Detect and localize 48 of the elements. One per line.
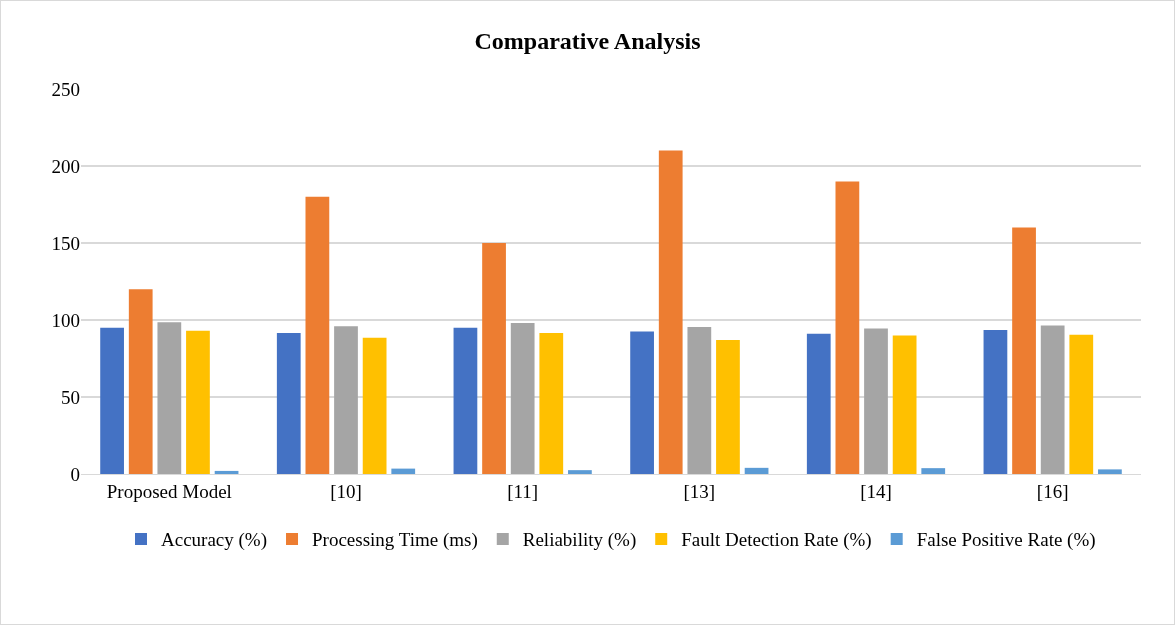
y-tick-label: 0 bbox=[70, 463, 80, 485]
bar bbox=[186, 330, 210, 474]
bar bbox=[276, 333, 301, 474]
bar bbox=[687, 326, 712, 474]
bar bbox=[658, 150, 683, 474]
x-tick-label: Proposed Model bbox=[106, 480, 232, 502]
bar bbox=[892, 335, 917, 474]
bar bbox=[1012, 227, 1036, 474]
bar bbox=[362, 337, 387, 474]
bar bbox=[510, 323, 535, 474]
x-tick-label: [13] bbox=[683, 480, 716, 502]
legend-label: Accuracy (%) bbox=[161, 529, 268, 552]
bar bbox=[482, 243, 506, 474]
bar bbox=[568, 470, 592, 474]
y-tick-label: 200 bbox=[51, 155, 80, 177]
bar bbox=[835, 181, 860, 474]
bar bbox=[1069, 334, 1094, 474]
bar bbox=[864, 328, 888, 474]
bar bbox=[806, 333, 831, 474]
bar bbox=[983, 330, 1008, 474]
bar bbox=[539, 333, 564, 474]
bar bbox=[1040, 325, 1065, 474]
y-tick-label: 150 bbox=[51, 232, 80, 254]
legend-label: Fault Detection Rate (%) bbox=[681, 529, 872, 552]
legend-label: Processing Time (ms) bbox=[312, 529, 478, 552]
bar bbox=[128, 289, 153, 474]
bar bbox=[305, 196, 330, 474]
x-tick-label: [14] bbox=[860, 480, 892, 502]
x-tick-label: [11] bbox=[507, 480, 539, 502]
y-tick-label: 50 bbox=[61, 386, 80, 408]
y-tick-label: 100 bbox=[51, 309, 80, 331]
bar bbox=[1098, 469, 1122, 474]
bar bbox=[453, 327, 478, 474]
bar bbox=[157, 322, 182, 474]
legend-label: Reliability (%) bbox=[522, 529, 637, 552]
x-tick-label: [10] bbox=[330, 480, 362, 502]
bar bbox=[214, 470, 239, 474]
bar bbox=[716, 340, 740, 474]
x-tick-label: [16] bbox=[1036, 480, 1069, 502]
legend-label: False Positive Rate (%) bbox=[916, 529, 1096, 552]
bar bbox=[921, 468, 946, 474]
bar bbox=[334, 326, 358, 474]
bar bbox=[100, 327, 124, 474]
bar bbox=[630, 331, 654, 474]
bar bbox=[391, 468, 416, 474]
bar bbox=[744, 467, 769, 474]
y-tick-label: 250 bbox=[51, 78, 80, 100]
chart-title: Comparative Analysis bbox=[474, 27, 701, 54]
